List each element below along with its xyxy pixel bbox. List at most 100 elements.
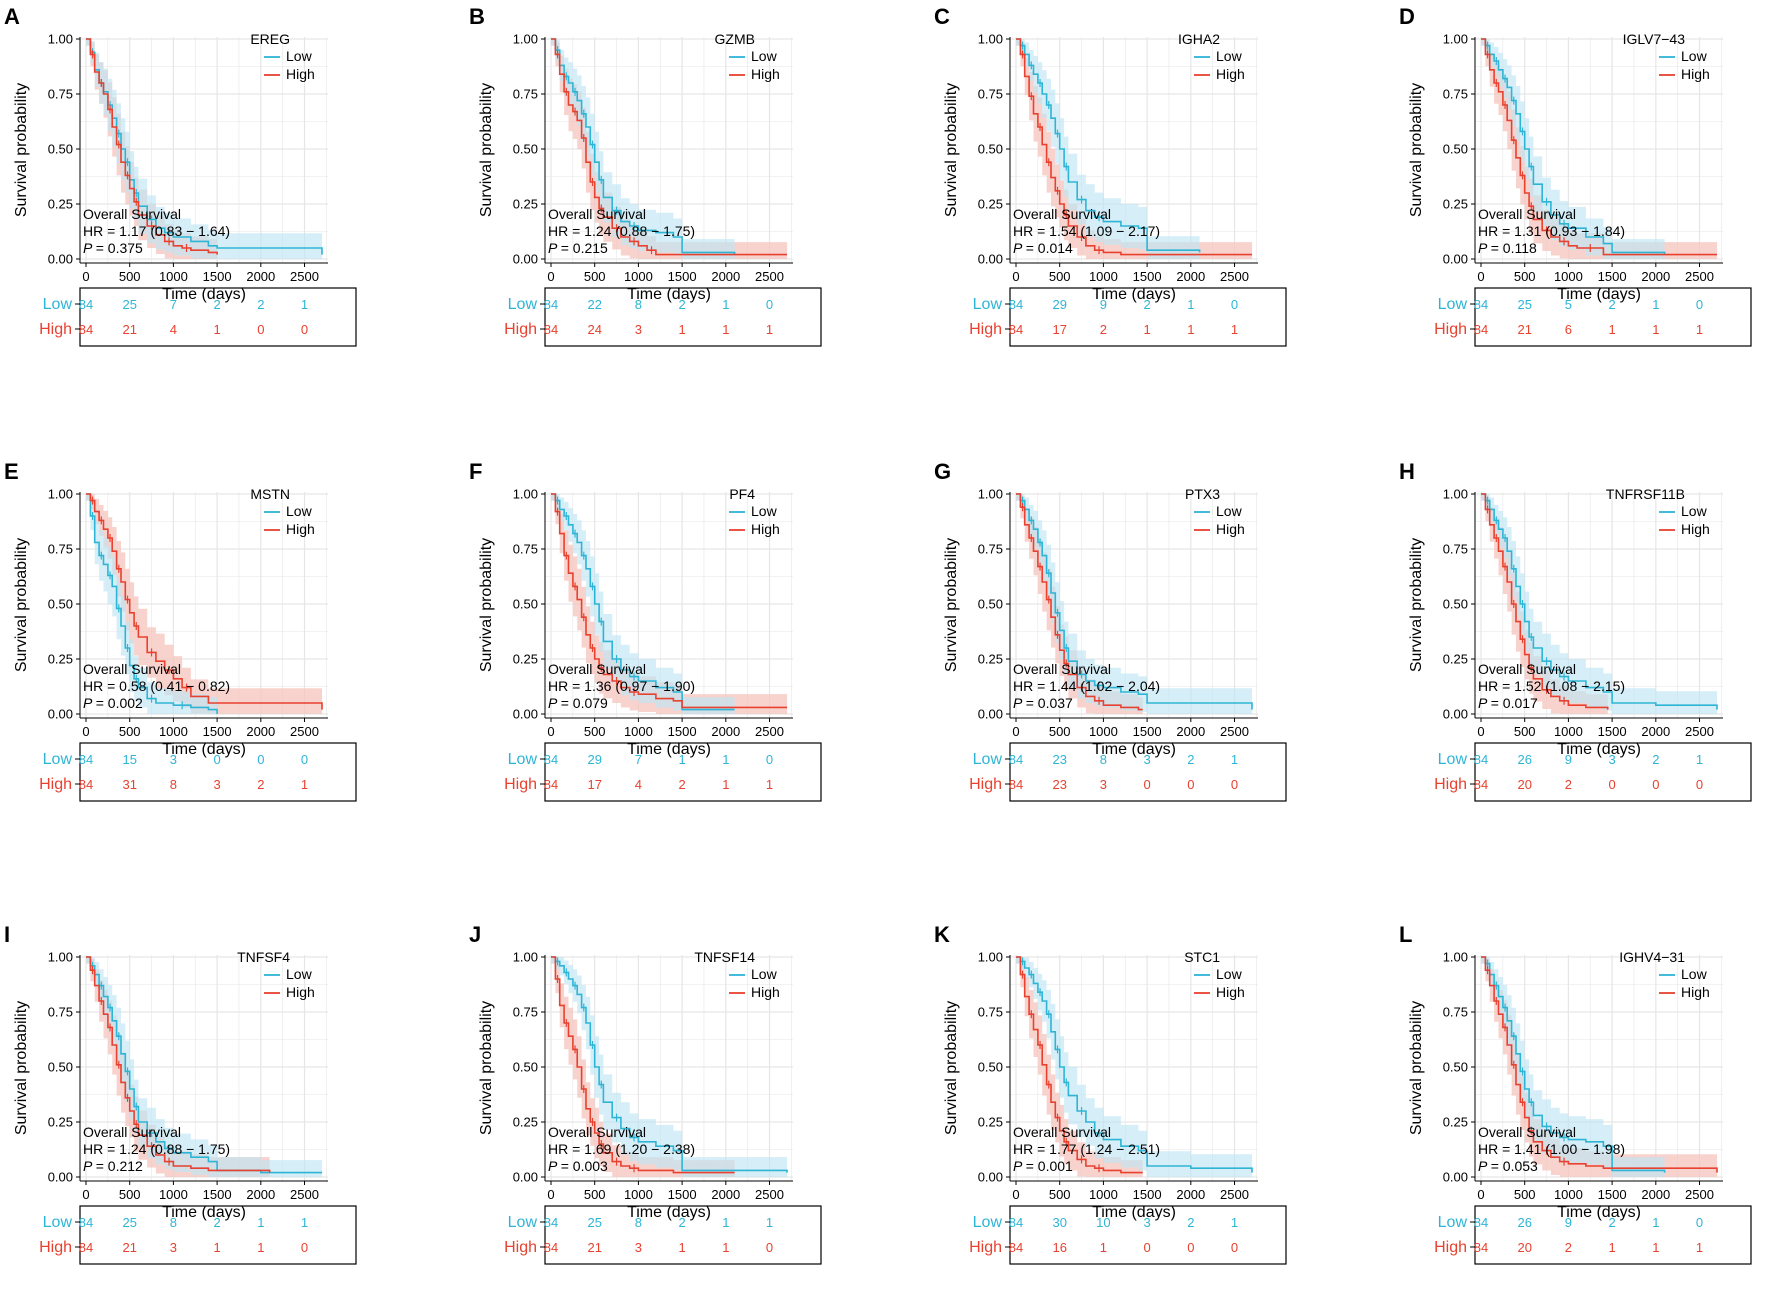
y-axis-label: Survival probability <box>13 538 30 672</box>
x-tick-label: 500 <box>119 724 141 739</box>
risk-table-box <box>544 1205 822 1265</box>
x-tick-label: 1500 <box>1598 724 1627 739</box>
km-panel-d: D0.000.250.500.751.000 500 1000 1500 2000 250… <box>1399 4 1752 347</box>
x-tick-label: 2000 <box>1176 724 1205 739</box>
risk-count-low: 10 <box>1096 1215 1110 1230</box>
km-panel-b: B 0.00 0.25 0.50 0.75 1.00 0 500 1000 1500 2000 250… <box>469 4 822 347</box>
risk-row-label-low: Low <box>508 1214 538 1231</box>
y-tick-label: 0.00 <box>978 1170 1003 1185</box>
ci-band-low <box>86 39 323 259</box>
risk-count-low: 15 <box>122 752 136 767</box>
risk-count-high: 84 <box>544 1240 558 1255</box>
x-tick-label: 0 <box>547 269 554 284</box>
x-tick-label: 2000 <box>711 269 740 284</box>
risk-count-high: 1 <box>722 777 729 792</box>
risk-count-high: 1 <box>213 322 220 337</box>
y-tick-label: 0.25 <box>513 652 538 667</box>
p-value-text: P = 0.037 <box>1013 695 1073 711</box>
x-tick-label: 2500 <box>1685 724 1714 739</box>
y-tick-label: 0.25 <box>513 1115 538 1130</box>
x-tick-label: 1000 <box>1554 269 1583 284</box>
risk-count-low: 0 <box>766 752 773 767</box>
x-tick-label: 500 <box>584 269 606 284</box>
y-tick-label: 0.25 <box>978 1115 1003 1130</box>
y-tick-label: 0.75 <box>1443 87 1468 102</box>
risk-count-high: 84 <box>1474 1240 1488 1255</box>
risk-count-high: 1 <box>1652 322 1659 337</box>
ci-band-low <box>1481 39 1665 259</box>
stat-title: Overall Survival <box>548 206 646 222</box>
x-tick-label: 2500 <box>290 724 319 739</box>
x-axis-label: Time (days) <box>1557 286 1641 303</box>
risk-count-high: 21 <box>1517 322 1531 337</box>
risk-row-label-high: High <box>1434 776 1467 793</box>
risk-count-high: 1 <box>722 1240 729 1255</box>
censor-marks-high <box>556 975 635 1173</box>
risk-count-high: 21 <box>122 322 136 337</box>
stat-title: Overall Survival <box>548 1124 646 1140</box>
ci-band-low <box>1016 39 1200 259</box>
risk-row-label-low: Low <box>508 751 538 768</box>
legend-label-low: Low <box>751 503 778 519</box>
legend-title: PTX3 <box>1185 486 1220 502</box>
risk-count-high: 20 <box>1517 777 1531 792</box>
p-symbol: P <box>83 1158 96 1174</box>
ci-band-low <box>86 494 218 714</box>
panel-letter: F <box>469 459 482 484</box>
x-axis-label: Time (days) <box>1557 1204 1641 1221</box>
ci-band-low <box>1481 957 1665 1177</box>
risk-row-label-high: High <box>1434 321 1467 338</box>
x-tick-label: 2000 <box>246 724 275 739</box>
risk-count-low: 0 <box>1696 1215 1703 1230</box>
y-tick-label: 1.00 <box>1443 487 1468 502</box>
risk-count-low: 3 <box>1143 1215 1150 1230</box>
x-axis-label: Time (days) <box>1557 741 1641 758</box>
risk-count-high: 84 <box>1009 777 1023 792</box>
x-tick-label: 1000 <box>624 724 653 739</box>
stat-title: Overall Survival <box>1013 206 1111 222</box>
ci-band-low <box>551 39 735 259</box>
stat-title: Overall Survival <box>1013 661 1111 677</box>
risk-count-high: 24 <box>587 322 601 337</box>
y-tick-label: 0.75 <box>978 1005 1003 1020</box>
risk-table-box <box>79 1205 357 1265</box>
legend-title: TNFRSF11B <box>1606 486 1685 502</box>
legend-label-high: High <box>751 521 780 537</box>
risk-count-high: 3 <box>170 1240 177 1255</box>
censor-marks-high <box>1486 505 1565 705</box>
risk-row-label-low: Low <box>1438 751 1468 768</box>
km-curve-high <box>86 38 218 255</box>
y-tick-label: 1.00 <box>513 487 538 502</box>
risk-count-high: 1 <box>678 1240 685 1255</box>
x-tick-label: 2500 <box>1220 1187 1249 1202</box>
risk-count-high: 1 <box>257 1240 264 1255</box>
legend-label-high: High <box>1681 521 1710 537</box>
risk-count-high: 1 <box>1608 1240 1615 1255</box>
risk-count-high: 1 <box>722 322 729 337</box>
panel-letter: H <box>1399 459 1415 484</box>
y-tick-label: 0.00 <box>48 1170 73 1185</box>
y-tick-label: 0.50 <box>978 142 1003 157</box>
ci-band-high <box>86 494 323 714</box>
p-symbol: P <box>1013 1158 1026 1174</box>
panel-letter: E <box>4 459 19 484</box>
risk-count-high: 0 <box>1231 777 1238 792</box>
x-tick-label: 500 <box>1514 1187 1536 1202</box>
x-tick-label: 1000 <box>624 269 653 284</box>
km-panel-i: I0.000.250.500.751.000 500 1000 1500 2000 250… <box>4 922 357 1265</box>
risk-count-high: 84 <box>79 322 93 337</box>
risk-count-low: 84 <box>1474 297 1488 312</box>
km-curve-high <box>551 956 735 1174</box>
risk-count-low: 25 <box>587 1215 601 1230</box>
y-tick-label: 0.50 <box>48 1060 73 1075</box>
risk-count-low: 0 <box>1696 297 1703 312</box>
risk-count-low: 25 <box>1517 297 1531 312</box>
x-tick-label: 500 <box>119 1187 141 1202</box>
risk-count-low: 5 <box>1565 297 1572 312</box>
risk-count-low: 3 <box>170 752 177 767</box>
km-panel-j: J0.000.250.500.751.000 500 1000 1500 2000 250… <box>469 922 822 1265</box>
x-tick-label: 1000 <box>159 269 188 284</box>
risk-count-low: 84 <box>79 297 93 312</box>
risk-count-high: 0 <box>1696 777 1703 792</box>
